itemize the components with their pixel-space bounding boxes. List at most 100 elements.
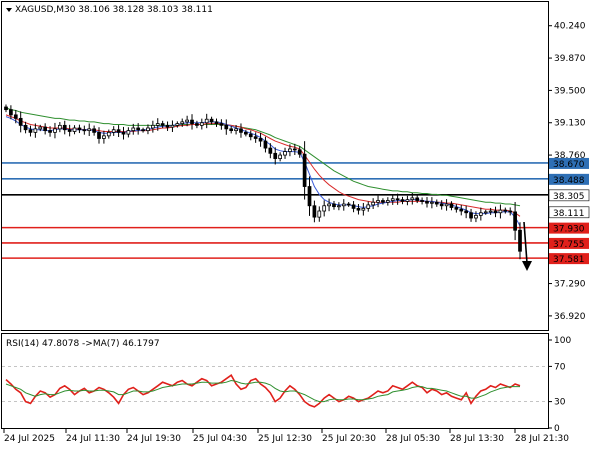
candles bbox=[4, 104, 522, 260]
price-level-tag-label: 37.755 bbox=[553, 240, 585, 250]
candle-body bbox=[434, 201, 439, 205]
rsi-tick-label: 70 bbox=[554, 362, 566, 372]
candle-body bbox=[302, 153, 307, 187]
candle-body bbox=[439, 203, 444, 207]
candle-body bbox=[72, 127, 77, 132]
candle-body bbox=[146, 127, 150, 132]
candle-body bbox=[195, 123, 199, 126]
candle-body bbox=[126, 130, 131, 135]
time-tick-label: 28 Jul 13:30 bbox=[450, 434, 504, 444]
candle-body bbox=[253, 136, 258, 139]
rsi-pane-frame bbox=[1, 333, 549, 429]
candle-body bbox=[77, 127, 82, 131]
price-level-tag-label: 37.930 bbox=[553, 225, 585, 235]
candle-body bbox=[160, 123, 165, 126]
price-tick-label: 37.290 bbox=[554, 280, 586, 290]
price-tick-label: 39.500 bbox=[554, 86, 586, 96]
candle-body bbox=[175, 123, 180, 126]
candle-body bbox=[57, 124, 62, 130]
candle-body bbox=[248, 133, 253, 138]
candle-body bbox=[18, 117, 23, 126]
candle-body bbox=[268, 147, 273, 154]
rsi-tick-label: 0 bbox=[554, 424, 560, 434]
candle-body bbox=[405, 199, 410, 202]
candle-body bbox=[327, 203, 331, 207]
candle-body bbox=[488, 210, 493, 213]
candle-body bbox=[322, 205, 327, 212]
symbol-dropdown-icon[interactable] bbox=[6, 8, 12, 12]
candle-body bbox=[131, 127, 136, 132]
candle-body bbox=[341, 203, 346, 207]
candle-body bbox=[165, 124, 170, 128]
candle-body bbox=[498, 209, 503, 214]
time-tick-label: 24 Jul 2025 bbox=[4, 434, 55, 444]
candle-body bbox=[38, 126, 43, 130]
candle-body bbox=[111, 129, 116, 133]
candle-body bbox=[214, 121, 219, 125]
candle-body bbox=[420, 200, 424, 202]
candle-body bbox=[307, 186, 312, 207]
candle-body bbox=[503, 209, 508, 212]
candle-body bbox=[376, 200, 380, 203]
candle-body bbox=[33, 128, 38, 133]
candle-body bbox=[48, 130, 52, 133]
candle-body bbox=[459, 208, 464, 212]
candle-body bbox=[371, 201, 375, 206]
candle-body bbox=[239, 128, 243, 133]
price-level-tag-label: 38.111 bbox=[553, 209, 585, 219]
candle-body bbox=[332, 203, 336, 208]
price-level-tag bbox=[549, 222, 589, 234]
price-level-tag-label: 38.488 bbox=[553, 176, 585, 186]
price-level-tag-label: 37.581 bbox=[553, 255, 585, 265]
ma-fast-line bbox=[5, 116, 521, 227]
rsi-tick-label: 100 bbox=[554, 336, 571, 346]
candle-body bbox=[121, 131, 126, 135]
candle-body bbox=[464, 210, 469, 214]
candle-body bbox=[385, 200, 390, 203]
price-tick-label: 39.870 bbox=[554, 54, 586, 64]
candle-body bbox=[317, 210, 322, 218]
price-level-tag bbox=[548, 206, 590, 219]
candle-body bbox=[224, 124, 229, 130]
candle-body bbox=[381, 200, 385, 203]
rsi-ma-line bbox=[5, 379, 520, 403]
candle-body bbox=[430, 201, 434, 204]
down-arrow-icon bbox=[522, 221, 532, 271]
candle-body bbox=[425, 200, 429, 204]
candle-body bbox=[9, 109, 13, 116]
candle-body bbox=[444, 203, 449, 207]
candle-body bbox=[53, 128, 57, 133]
candle-body bbox=[62, 124, 67, 131]
candle-body bbox=[229, 128, 234, 132]
price-level-tag bbox=[548, 189, 590, 202]
price-level-tag bbox=[549, 237, 589, 249]
candle-body bbox=[92, 128, 96, 133]
candle-body bbox=[278, 154, 282, 159]
time-tick-label: 25 Jul 12:30 bbox=[258, 434, 312, 444]
candle-body bbox=[28, 129, 33, 133]
time-tick-label: 24 Jul 11:30 bbox=[66, 434, 120, 444]
candle-body bbox=[283, 151, 287, 156]
price-axis: 40.240 39.870 39.500 39.130 38.760 37.290 36.9… bbox=[548, 22, 586, 322]
price-level-tag-label: 38.305 bbox=[553, 192, 585, 202]
candle-body bbox=[234, 128, 238, 132]
price-level-tag-label: 38.670 bbox=[553, 160, 585, 170]
candle-body bbox=[366, 204, 371, 209]
price-level-tag bbox=[549, 173, 589, 185]
candle-body bbox=[474, 214, 478, 219]
candle-body bbox=[106, 131, 111, 137]
candle-body bbox=[244, 131, 248, 135]
time-axis: 24 Jul 2025 24 Jul 11:30 24 Jul 19:30 25 Ju… bbox=[3, 429, 569, 444]
rsi-indicator bbox=[2, 365, 548, 408]
candle-body bbox=[454, 207, 459, 210]
candle-body bbox=[43, 126, 48, 132]
time-tick-label: 28 Jul 21:30 bbox=[515, 434, 569, 444]
candle-body bbox=[190, 119, 194, 125]
candle-body bbox=[351, 204, 356, 209]
candle-body bbox=[219, 123, 224, 126]
moving-averages bbox=[5, 107, 521, 227]
candle-body bbox=[390, 198, 395, 201]
candle-body bbox=[297, 149, 302, 155]
ma-slow-line bbox=[5, 107, 521, 207]
